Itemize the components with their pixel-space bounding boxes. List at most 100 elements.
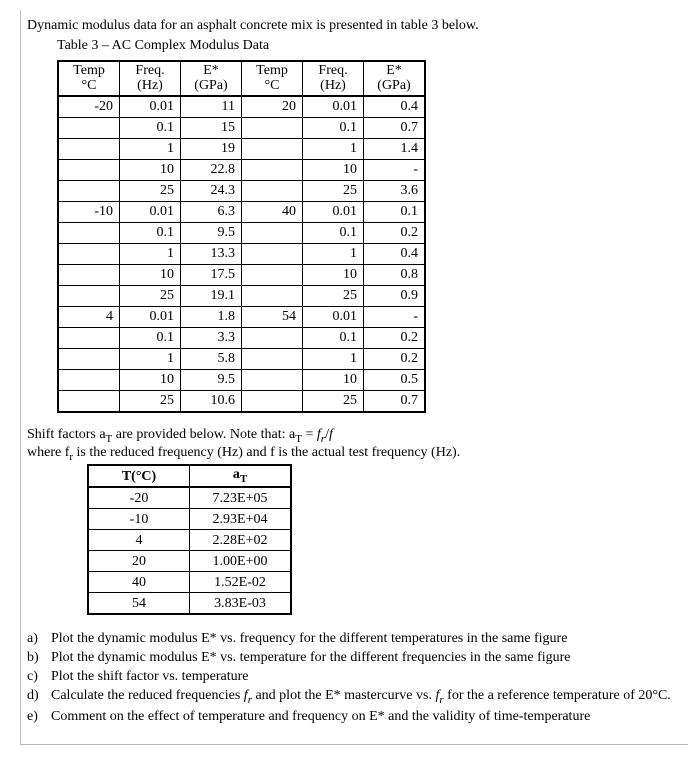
cell-freq: 1: [120, 138, 181, 159]
cell-estar: 0.2: [364, 222, 426, 243]
cell-estar: 3.6: [364, 180, 426, 201]
cell-temp: 20: [88, 551, 190, 572]
shift-col-aT: aT: [190, 465, 292, 487]
cell-freq: 0.01: [303, 201, 364, 222]
cell-estar: 0.2: [364, 327, 426, 348]
question-d: d) Calculate the reduced frequencies fr …: [27, 688, 684, 706]
cell-freq: 1: [120, 348, 181, 369]
cell-temp: 20: [242, 96, 303, 118]
cell-freq: 10: [303, 159, 364, 180]
cell-estar: 24.3: [181, 180, 242, 201]
cell-freq: 0.1: [303, 222, 364, 243]
cell-freq: 0.1: [120, 222, 181, 243]
cell-freq: 10: [303, 264, 364, 285]
cell-freq: 0.1: [303, 117, 364, 138]
cell-estar: 1.8: [181, 306, 242, 327]
cell-freq: 0.01: [120, 306, 181, 327]
cell-freq: 25: [303, 285, 364, 306]
table-row: 0.1150.10.7: [58, 117, 425, 138]
cell-temp: [58, 348, 120, 369]
cell-estar: 0.1: [364, 201, 426, 222]
cell-estar: 13.3: [181, 243, 242, 264]
cell-freq: 10: [303, 369, 364, 390]
intro-text: Dynamic modulus data for an asphalt conc…: [27, 18, 684, 34]
cell-freq: 25: [120, 285, 181, 306]
cell-freq: 0.01: [303, 96, 364, 118]
col-temp-l: Temp°C: [58, 61, 120, 96]
cell-freq: 25: [303, 180, 364, 201]
cell-temp: [242, 264, 303, 285]
cell-temp: 54: [88, 593, 190, 615]
table-title: Table 3 – AC Complex Modulus Data: [57, 38, 684, 54]
cell-freq: 0.1: [120, 117, 181, 138]
cell-temp: [242, 243, 303, 264]
cell-estar: 9.5: [181, 369, 242, 390]
cell-freq: 1: [303, 243, 364, 264]
table-row: -207.23E+05: [88, 487, 291, 509]
cell-estar: 19: [181, 138, 242, 159]
table-row: 42.28E+02: [88, 530, 291, 551]
cell-estar: 3.3: [181, 327, 242, 348]
cell-temp: [242, 222, 303, 243]
cell-temp: 4: [58, 306, 120, 327]
table-row: -100.016.3400.010.1: [58, 201, 425, 222]
col-temp-r: Temp°C: [242, 61, 303, 96]
cell-freq: 1: [120, 243, 181, 264]
table-row: 1017.5100.8: [58, 264, 425, 285]
cell-estar: 0.4: [364, 243, 426, 264]
cell-temp: [242, 117, 303, 138]
table-row: 11911.4: [58, 138, 425, 159]
modulus-table-wrap: Temp°C Freq.(Hz) E*(GPa) Temp°C Freq.(Hz…: [57, 60, 684, 413]
cell-estar: 0.2: [364, 348, 426, 369]
question-label: d): [27, 688, 51, 706]
cell-aT: 1.00E+00: [190, 551, 292, 572]
page-frame: Dynamic modulus data for an asphalt conc…: [20, 10, 688, 745]
cell-temp: [242, 138, 303, 159]
cell-temp: [242, 180, 303, 201]
cell-temp: -20: [88, 487, 190, 509]
cell-freq: 0.01: [120, 201, 181, 222]
modulus-table: Temp°C Freq.(Hz) E*(GPa) Temp°C Freq.(Hz…: [57, 60, 426, 413]
cell-temp: 40: [242, 201, 303, 222]
cell-estar: 0.7: [364, 117, 426, 138]
cell-freq: 25: [303, 390, 364, 412]
cell-temp: [58, 159, 120, 180]
table-row: 2524.3253.6: [58, 180, 425, 201]
cell-estar: 1.4: [364, 138, 426, 159]
cell-freq: 25: [120, 390, 181, 412]
question-text: Plot the dynamic modulus E* vs. frequenc…: [51, 631, 684, 647]
cell-estar: 0.9: [364, 285, 426, 306]
cell-freq: 10: [120, 159, 181, 180]
cell-estar: 0.7: [364, 390, 426, 412]
cell-estar: 0.4: [364, 96, 426, 118]
cell-temp: [242, 285, 303, 306]
shift-factor-table: T(°C) aT -207.23E+05-102.93E+0442.28E+02…: [87, 464, 292, 615]
question-label: b): [27, 650, 51, 666]
cell-temp: [58, 285, 120, 306]
cell-temp: [58, 390, 120, 412]
cell-estar: 11: [181, 96, 242, 118]
cell-temp: 54: [242, 306, 303, 327]
cell-temp: [58, 264, 120, 285]
table-row: 2519.1250.9: [58, 285, 425, 306]
cell-freq: 0.01: [303, 306, 364, 327]
cell-temp: [242, 159, 303, 180]
table-row: 401.52E-02: [88, 572, 291, 593]
cell-freq: 0.1: [120, 327, 181, 348]
cell-temp: [58, 243, 120, 264]
cell-temp: [58, 117, 120, 138]
cell-temp: 4: [88, 530, 190, 551]
question-e: e) Comment on the effect of temperature …: [27, 709, 684, 725]
cell-temp: 40: [88, 572, 190, 593]
cell-temp: -20: [58, 96, 120, 118]
question-label: a): [27, 631, 51, 647]
cell-estar: -: [364, 306, 426, 327]
cell-estar: 22.8: [181, 159, 242, 180]
cell-estar: 10.6: [181, 390, 242, 412]
col-estar-l: E*(GPa): [181, 61, 242, 96]
question-text: Plot the dynamic modulus E* vs. temperat…: [51, 650, 684, 666]
shift-factor-text: Shift factors aT are provided below. Not…: [27, 427, 684, 463]
table-row: -200.0111200.010.4: [58, 96, 425, 118]
question-a: a) Plot the dynamic modulus E* vs. frequ…: [27, 631, 684, 647]
cell-temp: [242, 327, 303, 348]
